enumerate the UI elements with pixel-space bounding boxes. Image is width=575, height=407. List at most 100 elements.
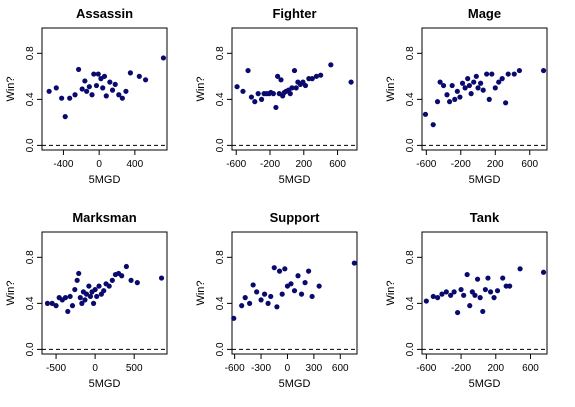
data-point: [123, 263, 129, 270]
data-point: [59, 95, 65, 101]
data-point: [82, 297, 88, 303]
data-point: [458, 286, 464, 293]
data-point: [72, 286, 78, 293]
data-point: [67, 293, 73, 300]
data-point: [245, 67, 251, 74]
data-point: [464, 271, 470, 278]
data-point: [492, 85, 498, 91]
data-point: [494, 288, 501, 294]
x-axis-label: 5MGD: [469, 174, 501, 186]
data-point: [489, 71, 495, 77]
data-point: [465, 76, 471, 82]
data-point: [457, 94, 463, 100]
panel-assassin: Assassin -400 0 400 0.0 0.4 0.8 5MGD Win?: [5, 6, 168, 186]
data-point: [423, 298, 429, 304]
data-point: [116, 92, 122, 98]
data-point: [95, 71, 101, 77]
x-tick-label: 0: [92, 363, 98, 374]
data-point: [270, 91, 276, 97]
data-point: [440, 82, 447, 89]
data-point: [505, 71, 511, 77]
y-tick-label: 0.4: [405, 92, 416, 106]
panel-marksman: Marksman -500 0 500 0.0 0.4 0.8 5MGD Win?: [5, 210, 168, 390]
data-point: [448, 292, 454, 298]
x-tick-label: -200: [451, 363, 471, 374]
x-tick-label: 200: [295, 159, 312, 170]
data-point: [109, 277, 115, 283]
x-axis-label: 5MGD: [89, 378, 121, 390]
data-point: [84, 88, 90, 94]
data-point: [278, 77, 284, 83]
data-point: [316, 283, 322, 289]
data-point: [503, 100, 509, 106]
data-point: [511, 71, 517, 77]
data-point: [76, 270, 82, 277]
data-point: [480, 308, 486, 315]
data-point: [487, 289, 494, 295]
data-point: [252, 99, 258, 105]
x-tick-label: 600: [522, 363, 539, 374]
y-axis-label: Win?: [5, 76, 17, 101]
y-tick-label: 0.8: [405, 46, 416, 60]
data-point: [231, 315, 237, 321]
data-point: [452, 96, 458, 102]
data-point: [298, 291, 305, 297]
x-tick-label: 600: [329, 159, 346, 170]
x-axis-label: 5MGD: [89, 174, 121, 186]
y-tick-label: 0.4: [405, 296, 416, 310]
data-point: [293, 85, 299, 91]
data-point: [46, 88, 52, 94]
x-tick-label: -200: [451, 159, 471, 170]
data-point: [485, 275, 491, 281]
data-point: [83, 291, 90, 297]
y-axis-label: Win?: [5, 280, 17, 305]
data-point: [516, 67, 523, 74]
data-point: [91, 71, 97, 77]
data-point: [466, 82, 473, 89]
data-point: [92, 286, 98, 293]
data-point: [282, 266, 288, 272]
data-point: [318, 72, 324, 78]
y-tick-label: 0.0: [215, 138, 226, 152]
data-point: [128, 277, 134, 283]
panel-title: Mage: [468, 6, 501, 21]
x-axis-label: 5MGD: [279, 174, 311, 186]
y-axis-label: Win?: [385, 76, 397, 101]
data-point: [112, 81, 118, 87]
data-point: [82, 78, 88, 84]
data-point: [471, 79, 477, 85]
data-point: [295, 273, 301, 279]
panel-fighter: Fighter -600 -200 200 600 0.0 0.4 0.8 5MGD Win?: [195, 6, 358, 186]
data-point: [62, 114, 68, 120]
data-point: [302, 280, 308, 286]
y-tick-label: 0.0: [25, 138, 36, 152]
data-point: [275, 73, 281, 79]
x-tick-label: 400: [127, 159, 144, 170]
data-point: [459, 80, 466, 86]
x-tick-label: 0: [285, 363, 291, 374]
y-tick-label: 0.8: [215, 46, 226, 60]
data-point: [271, 265, 277, 271]
x-tick-label: -600: [416, 363, 436, 374]
x-tick-label: -300: [251, 363, 271, 374]
data-point: [234, 84, 240, 90]
data-point: [473, 73, 479, 79]
panel-title: Marksman: [72, 210, 136, 225]
data-point: [467, 303, 473, 309]
data-point: [496, 79, 502, 85]
data-point: [422, 111, 429, 117]
y-tick-label: 0.0: [405, 342, 416, 356]
data-point: [136, 73, 142, 79]
data-point: [93, 82, 100, 89]
y-axis-label: Win?: [195, 76, 207, 101]
data-point: [443, 289, 449, 295]
x-tick-label: -600: [225, 363, 245, 374]
panel-title: Support: [270, 210, 320, 225]
data-point: [72, 92, 78, 98]
data-point: [87, 293, 94, 300]
data-point: [461, 292, 467, 298]
data-point: [53, 85, 59, 91]
x-tick-label: 200: [487, 363, 504, 374]
data-point: [517, 266, 523, 272]
data-point: [449, 82, 455, 89]
